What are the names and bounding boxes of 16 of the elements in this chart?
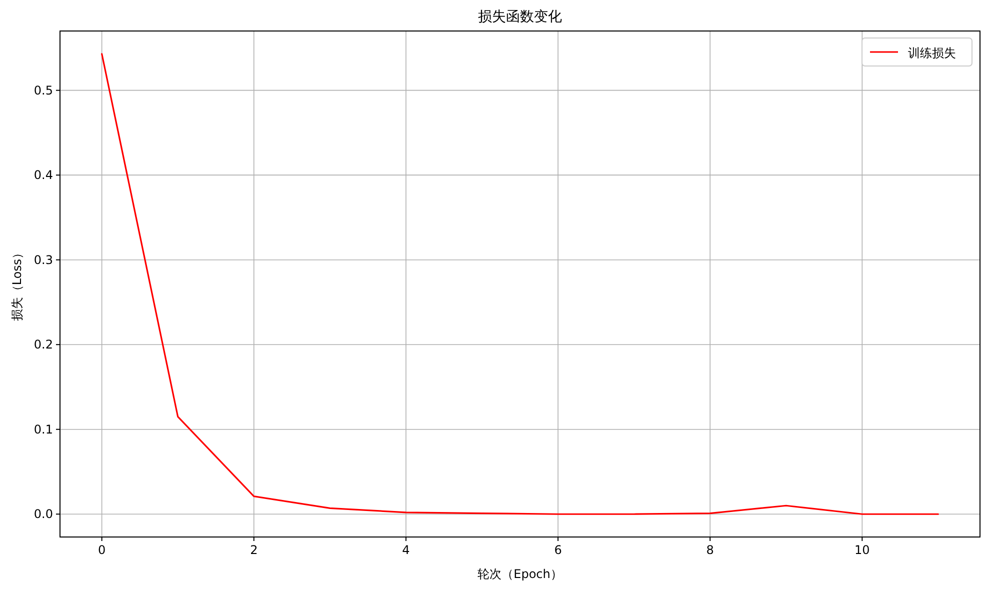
x-tick-label: 6 bbox=[554, 543, 562, 557]
y-tick-label: 0.5 bbox=[34, 83, 53, 98]
y-tick-label: 0.3 bbox=[34, 252, 53, 267]
legend-label: 训练损失 bbox=[908, 46, 956, 60]
x-tick-label: 8 bbox=[706, 543, 714, 557]
y-tick-label: 0.0 bbox=[34, 507, 53, 522]
x-axis-title: 轮次（Epoch） bbox=[478, 567, 562, 581]
x-tick-label: 4 bbox=[402, 543, 410, 557]
x-tick-label: 0 bbox=[98, 543, 106, 557]
y-tick-label: 0.1 bbox=[34, 422, 53, 436]
x-tick-label: 10 bbox=[854, 543, 870, 557]
y-tick-label: 0.2 bbox=[34, 338, 53, 352]
y-axis-title: 损失（Loss） bbox=[10, 246, 24, 322]
chart-title: 损失函数变化 bbox=[478, 9, 562, 25]
y-tick-label: 0.4 bbox=[34, 168, 53, 182]
x-tick-label: 2 bbox=[250, 543, 258, 557]
